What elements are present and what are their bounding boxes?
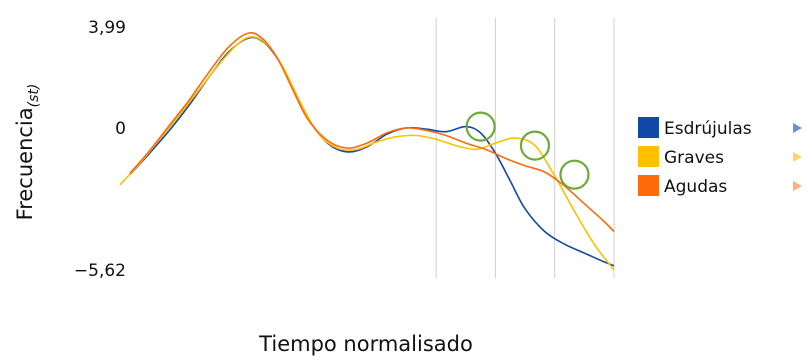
legend-label-3: Agudas: [664, 177, 727, 197]
y-tick-label-1: 3,99: [88, 18, 126, 38]
legend-arrow-icon-1: [793, 123, 802, 133]
series-line-3: [129, 32, 615, 233]
highlight-circle-2: [519, 130, 551, 161]
y-tick-label-2: 0: [115, 119, 126, 139]
series-lines: [119, 32, 615, 271]
legend-swatch-3: [638, 175, 659, 196]
legend-arrow-icon-2: [793, 152, 802, 162]
highlight-circle-1: [465, 111, 496, 142]
x-axis-label: Tiempo normalisado: [258, 332, 473, 356]
legend-label-1: Esdrújulas: [664, 119, 752, 139]
legend-label-2: Graves: [664, 148, 724, 168]
y-axis-label: Frecuencia(st): [13, 84, 42, 221]
legend-swatch-2: [638, 146, 659, 167]
series-line-1: [129, 36, 615, 267]
legend: Esdrújulas Graves Agudas: [638, 117, 802, 197]
y-axis-ticks: 3,99 0 −5,62: [74, 18, 126, 281]
vertical-gridlines: [435, 18, 615, 278]
legend-swatch-1: [638, 117, 659, 138]
highlight-circle-3: [559, 159, 590, 190]
y-tick-label-3: −5,62: [74, 261, 126, 281]
highlight-circles: [465, 111, 590, 190]
series-line-2: [119, 36, 615, 271]
legend-arrow-icon-3: [793, 181, 802, 191]
